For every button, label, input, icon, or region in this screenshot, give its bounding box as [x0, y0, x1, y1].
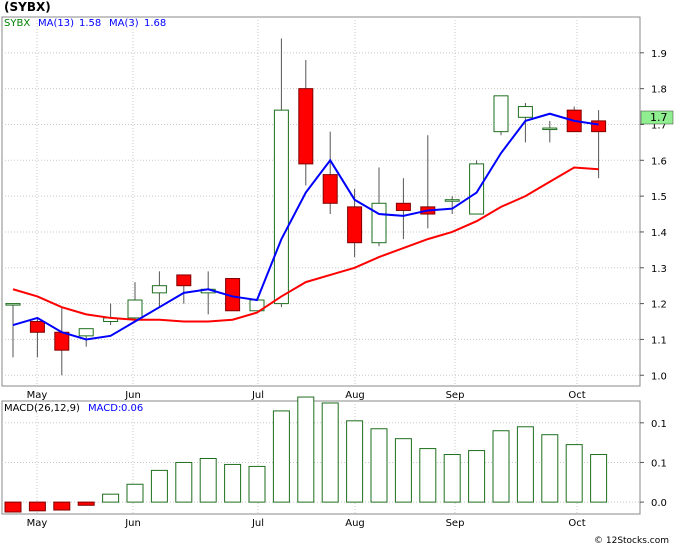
candle-body [347, 206, 363, 244]
macd-y-tick-label: 0.0 [651, 498, 667, 509]
candle-body [591, 120, 607, 133]
price-month-label: May [27, 390, 48, 401]
macd-bar [443, 454, 461, 503]
macd-bar [175, 461, 193, 503]
current-price-box [640, 110, 674, 125]
macd-bar [53, 501, 71, 511]
macd-bar [199, 457, 217, 503]
candle-body [54, 331, 70, 351]
macd-month-label: Sep [446, 518, 465, 529]
macd-bar [28, 501, 46, 512]
legend-ma13-label: MA(13) [38, 18, 74, 29]
ma3-line [12, 112, 599, 341]
candle-body [127, 299, 143, 319]
legend-ma3-value: 1.68 [144, 18, 166, 29]
macd-y-axis: 0.1 0.1 0.0 [640, 419, 667, 509]
price-panel: 1.9 1.8 1.7 1.6 1.5 1.4 1.3 1.2 1.1 1.0 May Jun Jul… [1, 16, 674, 401]
price-month-label: Sep [446, 390, 465, 401]
macd-month-label: Jun [124, 518, 141, 529]
candle-body [29, 321, 45, 333]
legend-ma13-value: 1.58 [79, 18, 101, 29]
macd-bar [565, 444, 583, 503]
macd-bar [321, 402, 339, 503]
macd-month-label: Aug [345, 518, 365, 529]
macd-bar [419, 448, 437, 503]
price-y-tick-label: 1.5 [651, 192, 667, 203]
price-plot-frame [1, 16, 641, 387]
price-y-tick-label: 1.4 [651, 228, 667, 239]
price-month-label: Oct [568, 390, 585, 401]
price-y-tick-label: 1.0 [651, 371, 667, 382]
price-y-tick-label: 1.1 [651, 335, 667, 346]
price-y-tick-label: 1.3 [651, 264, 667, 275]
macd-bar [394, 438, 412, 503]
macd-bar [346, 420, 364, 503]
macd-x-axis: May Jun Jul Aug Sep Oct [27, 518, 586, 529]
candle-body [517, 106, 533, 118]
current-price-label: 1.7 [650, 111, 668, 124]
macd-bar [370, 428, 388, 503]
macd-bar [468, 450, 486, 503]
candle-body [493, 95, 509, 133]
price-month-label: Jun [124, 390, 141, 401]
legend-symbol: SYBX [4, 18, 30, 29]
macd-month-label: Oct [568, 518, 585, 529]
ma13-line [12, 166, 599, 323]
candle-body [176, 274, 192, 287]
macd-bar [248, 465, 266, 503]
legend-ma3-label: MA(3) [109, 18, 139, 29]
candle-body [151, 285, 167, 294]
price-y-axis: 1.9 1.8 1.7 1.6 1.5 1.4 1.3 1.2 1.1 1.0 [640, 49, 667, 382]
macd-panel: 0.1 0.1 0.0 May Jun Jul Aug Sep Oct MACD(26,12,… [1, 396, 667, 529]
current-price-marker: 1.7 [640, 110, 674, 125]
macd-month-label: May [27, 518, 48, 529]
candle-body [542, 127, 558, 131]
candle-body [395, 202, 411, 211]
candle-body [469, 163, 485, 215]
price-legend: SYBX MA(13) 1.58 MA(3) 1.68 [4, 18, 166, 29]
price-y-tick-label: 1.2 [651, 300, 667, 311]
candle-body [322, 174, 338, 204]
watermark: © 12Stocks.com [594, 536, 669, 546]
macd-month-label: Jul [251, 518, 264, 529]
price-y-tick-label: 1.8 [651, 85, 667, 96]
chart-title: (SYBX) [4, 0, 51, 14]
macd-legend: MACD(26,12,9) MACD: 0.06 [4, 403, 143, 414]
macd-bar [541, 434, 559, 503]
macd-bar [77, 501, 95, 506]
macd-bar [150, 469, 168, 503]
macd-bar [272, 410, 290, 503]
price-x-axis: May Jun Jul Aug Sep Oct [27, 390, 586, 401]
macd-bar [516, 426, 534, 503]
price-month-label: Aug [345, 390, 365, 401]
macd-legend-label: MACD(26,12,9) [4, 403, 80, 414]
price-month-label: Jul [251, 390, 264, 401]
macd-bar [102, 493, 120, 503]
macd-legend-value-label: MACD: [88, 403, 121, 414]
price-y-tick-label: 1.7 [651, 120, 667, 131]
macd-y-tick-label: 0.1 [651, 419, 667, 430]
price-grid [2, 17, 640, 386]
macd-bar [224, 463, 242, 503]
price-y-tick-label: 1.9 [651, 49, 667, 60]
macd-legend-value: 0.06 [121, 403, 143, 414]
candle-body [298, 88, 314, 165]
macd-bar [4, 501, 22, 513]
candle-body [371, 202, 387, 244]
macd-bar [126, 483, 144, 503]
macd-bars [4, 396, 608, 513]
macd-plot-frame [1, 400, 641, 515]
macd-bar [590, 454, 608, 503]
macd-bar [492, 430, 510, 503]
macd-bar [297, 396, 315, 503]
candle-body [273, 109, 289, 305]
candle-body [5, 303, 21, 306]
candle-body [78, 328, 94, 337]
macd-y-tick-label: 0.1 [651, 458, 667, 469]
price-y-tick-label: 1.6 [651, 156, 667, 167]
candle-body [444, 199, 460, 202]
